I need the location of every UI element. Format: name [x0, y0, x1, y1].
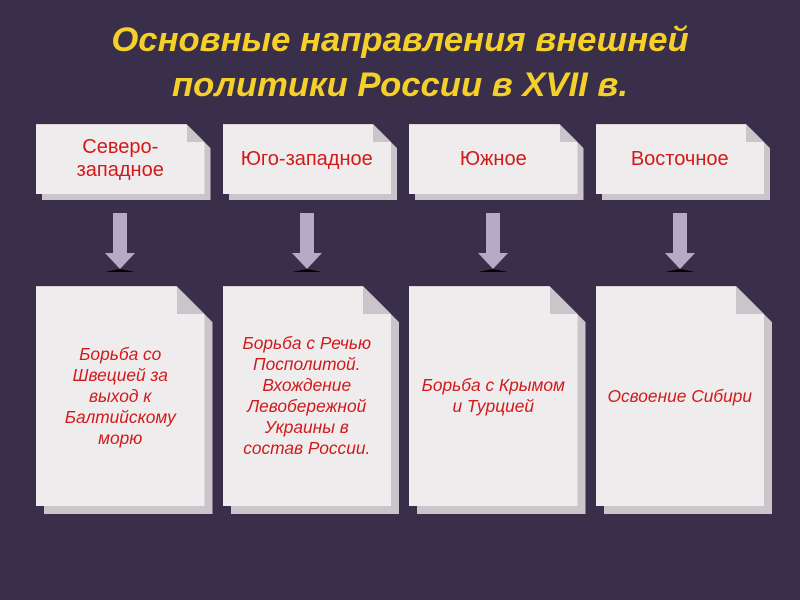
detail-label: Борьба со Швецией за выход к Балтийскому…: [36, 336, 205, 457]
arrow-down-icon: [409, 206, 578, 276]
column-south: Южное Борьба с Крымом и Турцией: [409, 124, 578, 506]
header-label: Северо-западное: [36, 130, 205, 188]
column-southwest: Юго-западное Борьба с Речью Посполитой. …: [223, 124, 392, 506]
detail-label: Борьба с Крымом и Турцией: [409, 367, 578, 425]
detail-box-southwest: Борьба с Речью Посполитой. Вхождение Лев…: [223, 286, 392, 506]
arrow-down-icon: [596, 206, 765, 276]
page-title: Основные направления внешней политики Ро…: [30, 18, 770, 108]
header-label: Юго-западное: [233, 142, 381, 177]
detail-box-northwest: Борьба со Швецией за выход к Балтийскому…: [36, 286, 205, 506]
column-east: Восточное Освоение Сибири: [596, 124, 765, 506]
detail-label: Освоение Сибири: [597, 378, 762, 415]
arrow-down-icon: [223, 206, 392, 276]
header-box-east: Восточное: [596, 124, 765, 194]
slide: Основные направления внешней политики Ро…: [0, 0, 800, 600]
detail-label: Борьба с Речью Посполитой. Вхождение Лев…: [223, 325, 392, 467]
arrow-down-icon: [36, 206, 205, 276]
header-label: Южное: [452, 142, 535, 177]
header-box-northwest: Северо-западное: [36, 124, 205, 194]
diagram-columns: Северо-западное Борьба со Швецией за вых…: [30, 124, 770, 506]
detail-box-south: Борьба с Крымом и Турцией: [409, 286, 578, 506]
detail-box-east: Освоение Сибири: [596, 286, 765, 506]
column-northwest: Северо-западное Борьба со Швецией за вых…: [36, 124, 205, 506]
header-label: Восточное: [623, 142, 737, 177]
header-box-southwest: Юго-западное: [223, 124, 392, 194]
header-box-south: Южное: [409, 124, 578, 194]
